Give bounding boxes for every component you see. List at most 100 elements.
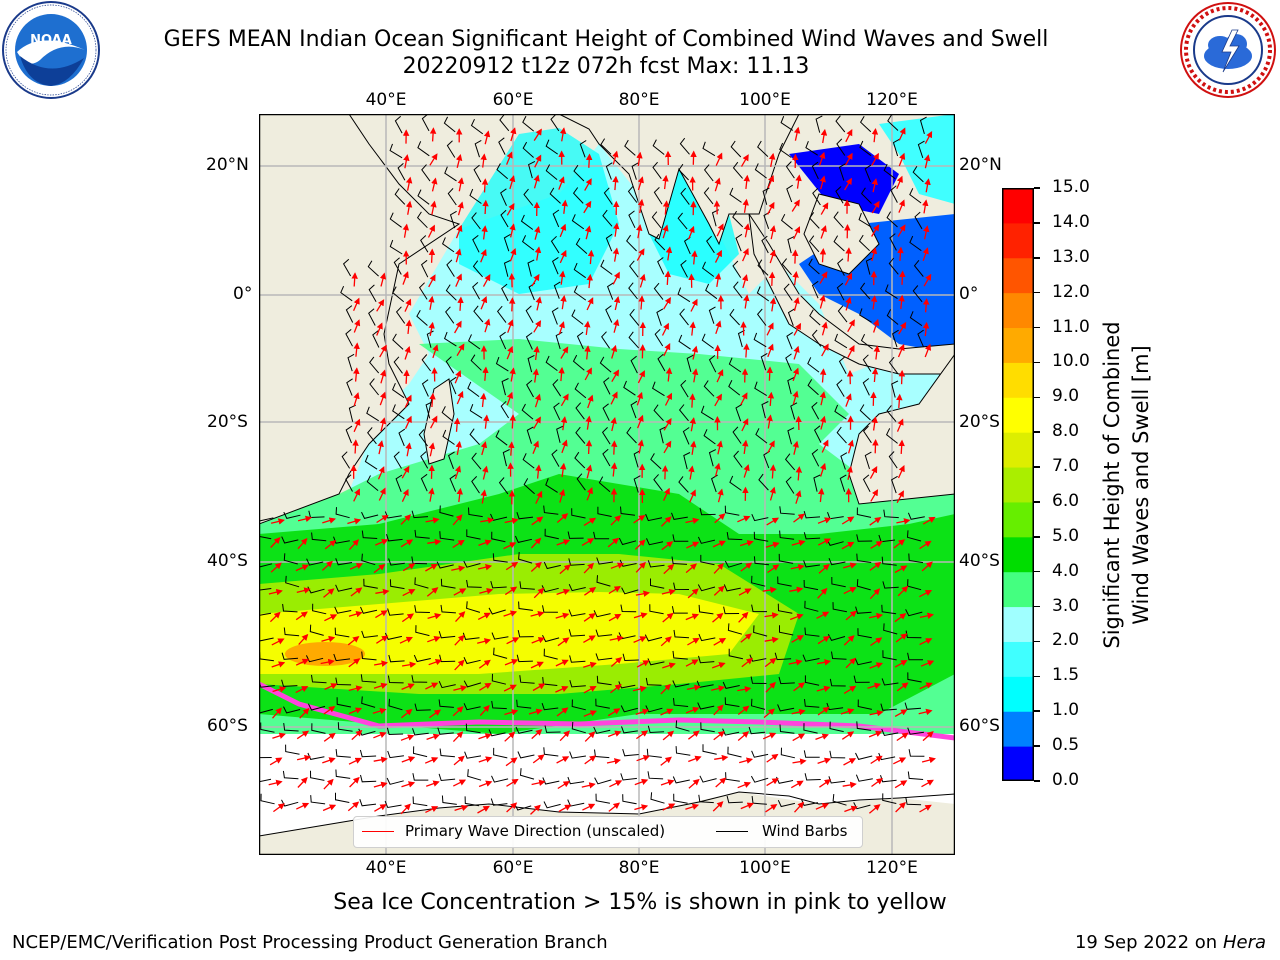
wind-barb <box>514 535 533 543</box>
colorbar-tick-mark <box>1034 710 1040 712</box>
wind-barb <box>811 329 822 347</box>
colorbar-tick-mark <box>1034 780 1040 782</box>
wind-barb <box>631 162 639 180</box>
wind-barb <box>601 331 611 349</box>
wave-direction-arrow <box>762 732 777 740</box>
wave-direction-arrow <box>455 440 462 456</box>
wave-direction-arrow <box>688 730 700 740</box>
wave-direction-arrow <box>323 705 336 715</box>
wind-barb <box>864 164 872 182</box>
wave-direction-arrow <box>535 464 542 479</box>
wave-direction-arrow <box>636 730 649 740</box>
wave-direction-arrow <box>873 345 881 360</box>
wave-direction-arrow <box>636 248 645 261</box>
wind-barb <box>282 770 299 780</box>
wind-barb <box>446 259 455 277</box>
wave-direction-arrow <box>484 318 491 333</box>
wind-barb <box>703 187 714 205</box>
map-plot <box>259 114 955 855</box>
wind-barb <box>856 507 872 518</box>
wave-direction-arrow <box>661 588 676 596</box>
colorbar-segment <box>1002 571 1034 608</box>
wind-barb <box>392 286 405 303</box>
map-frame <box>259 114 955 855</box>
colorbar-tick-label: 8.0 <box>1052 421 1080 442</box>
wave-direction-arrow <box>636 151 643 166</box>
wind-barb <box>340 285 353 302</box>
wind-barb <box>499 331 507 350</box>
wind-barb <box>829 750 846 759</box>
colorbar-segment <box>1002 188 1034 224</box>
wave-direction-arrow <box>380 369 387 384</box>
wind-barb <box>803 750 820 758</box>
wave-direction-arrow <box>818 563 830 574</box>
wave-direction-arrow <box>607 537 620 548</box>
wind-barb <box>260 722 275 733</box>
wave-direction-arrow <box>324 539 337 550</box>
wind-barb <box>905 609 923 617</box>
wind-barb <box>653 187 663 205</box>
wave-direction-arrow <box>610 417 617 432</box>
wind-barb <box>751 513 769 522</box>
wind-barb <box>856 721 872 731</box>
lat-tick-left-20s: 20°S <box>207 412 248 432</box>
wind-barb <box>412 728 429 736</box>
wave-direction-arrow <box>586 486 593 501</box>
wind-barb <box>884 284 898 300</box>
wind-barb <box>491 673 507 685</box>
colorbar-tick-mark <box>1034 570 1040 573</box>
lon-tick-top-120: 120°E <box>866 90 918 110</box>
wind-barb <box>605 233 613 252</box>
wind-barb <box>441 237 455 253</box>
wave-direction-arrow <box>870 541 883 549</box>
wind-barb <box>522 453 535 469</box>
wind-barb <box>388 698 403 711</box>
wind-barb <box>732 260 742 278</box>
wind-barb <box>345 329 353 347</box>
wave-direction-arrow <box>584 225 592 240</box>
wind-barb <box>917 329 924 348</box>
wave-direction-arrow <box>347 801 360 812</box>
wind-barb <box>345 425 353 444</box>
wind-barb <box>525 332 533 350</box>
wave-direction-arrow <box>457 201 464 216</box>
wind-barb <box>398 428 406 447</box>
wave-direction-arrow <box>687 225 695 240</box>
wind-barb <box>757 259 769 276</box>
wave-direction-arrow <box>921 561 933 572</box>
wave-direction-arrow <box>372 707 387 715</box>
wind-barb <box>633 475 641 493</box>
wind-barb <box>785 161 795 179</box>
wave-direction-arrow <box>923 273 932 287</box>
wave-direction-arrow <box>451 565 466 572</box>
wind-barb <box>751 604 768 613</box>
wave-direction-arrow <box>819 294 826 309</box>
wave-direction-arrow <box>558 366 565 382</box>
wind-barb <box>679 308 689 326</box>
lat-tick-right-40s: 40°S <box>959 551 1000 571</box>
wind-barb <box>490 798 508 806</box>
wind-barb <box>728 379 741 396</box>
wind-barb <box>620 604 637 613</box>
wind-barb <box>346 378 353 396</box>
wave-direction-arrow <box>817 635 830 645</box>
colorbar-tick-label: 13.0 <box>1052 246 1090 267</box>
wind-barb <box>697 702 715 710</box>
wind-barb <box>627 185 638 203</box>
wave-direction-arrow <box>404 345 411 360</box>
wind-barb <box>518 601 533 611</box>
wind-barb <box>500 209 509 228</box>
wind-barb <box>520 214 534 230</box>
wind-barb <box>630 400 638 419</box>
wind-barb <box>629 260 639 278</box>
wave-direction-arrow <box>348 610 363 618</box>
wind-barb <box>778 553 794 564</box>
wave-direction-arrow <box>455 153 463 168</box>
wave-direction-arrow <box>765 803 778 813</box>
wind-barb <box>777 603 793 614</box>
wind-barb <box>907 771 924 780</box>
wind-barb <box>700 405 714 421</box>
wind-barb <box>503 233 511 252</box>
wind-barb <box>862 354 872 372</box>
wave-direction-arrow <box>689 393 696 408</box>
